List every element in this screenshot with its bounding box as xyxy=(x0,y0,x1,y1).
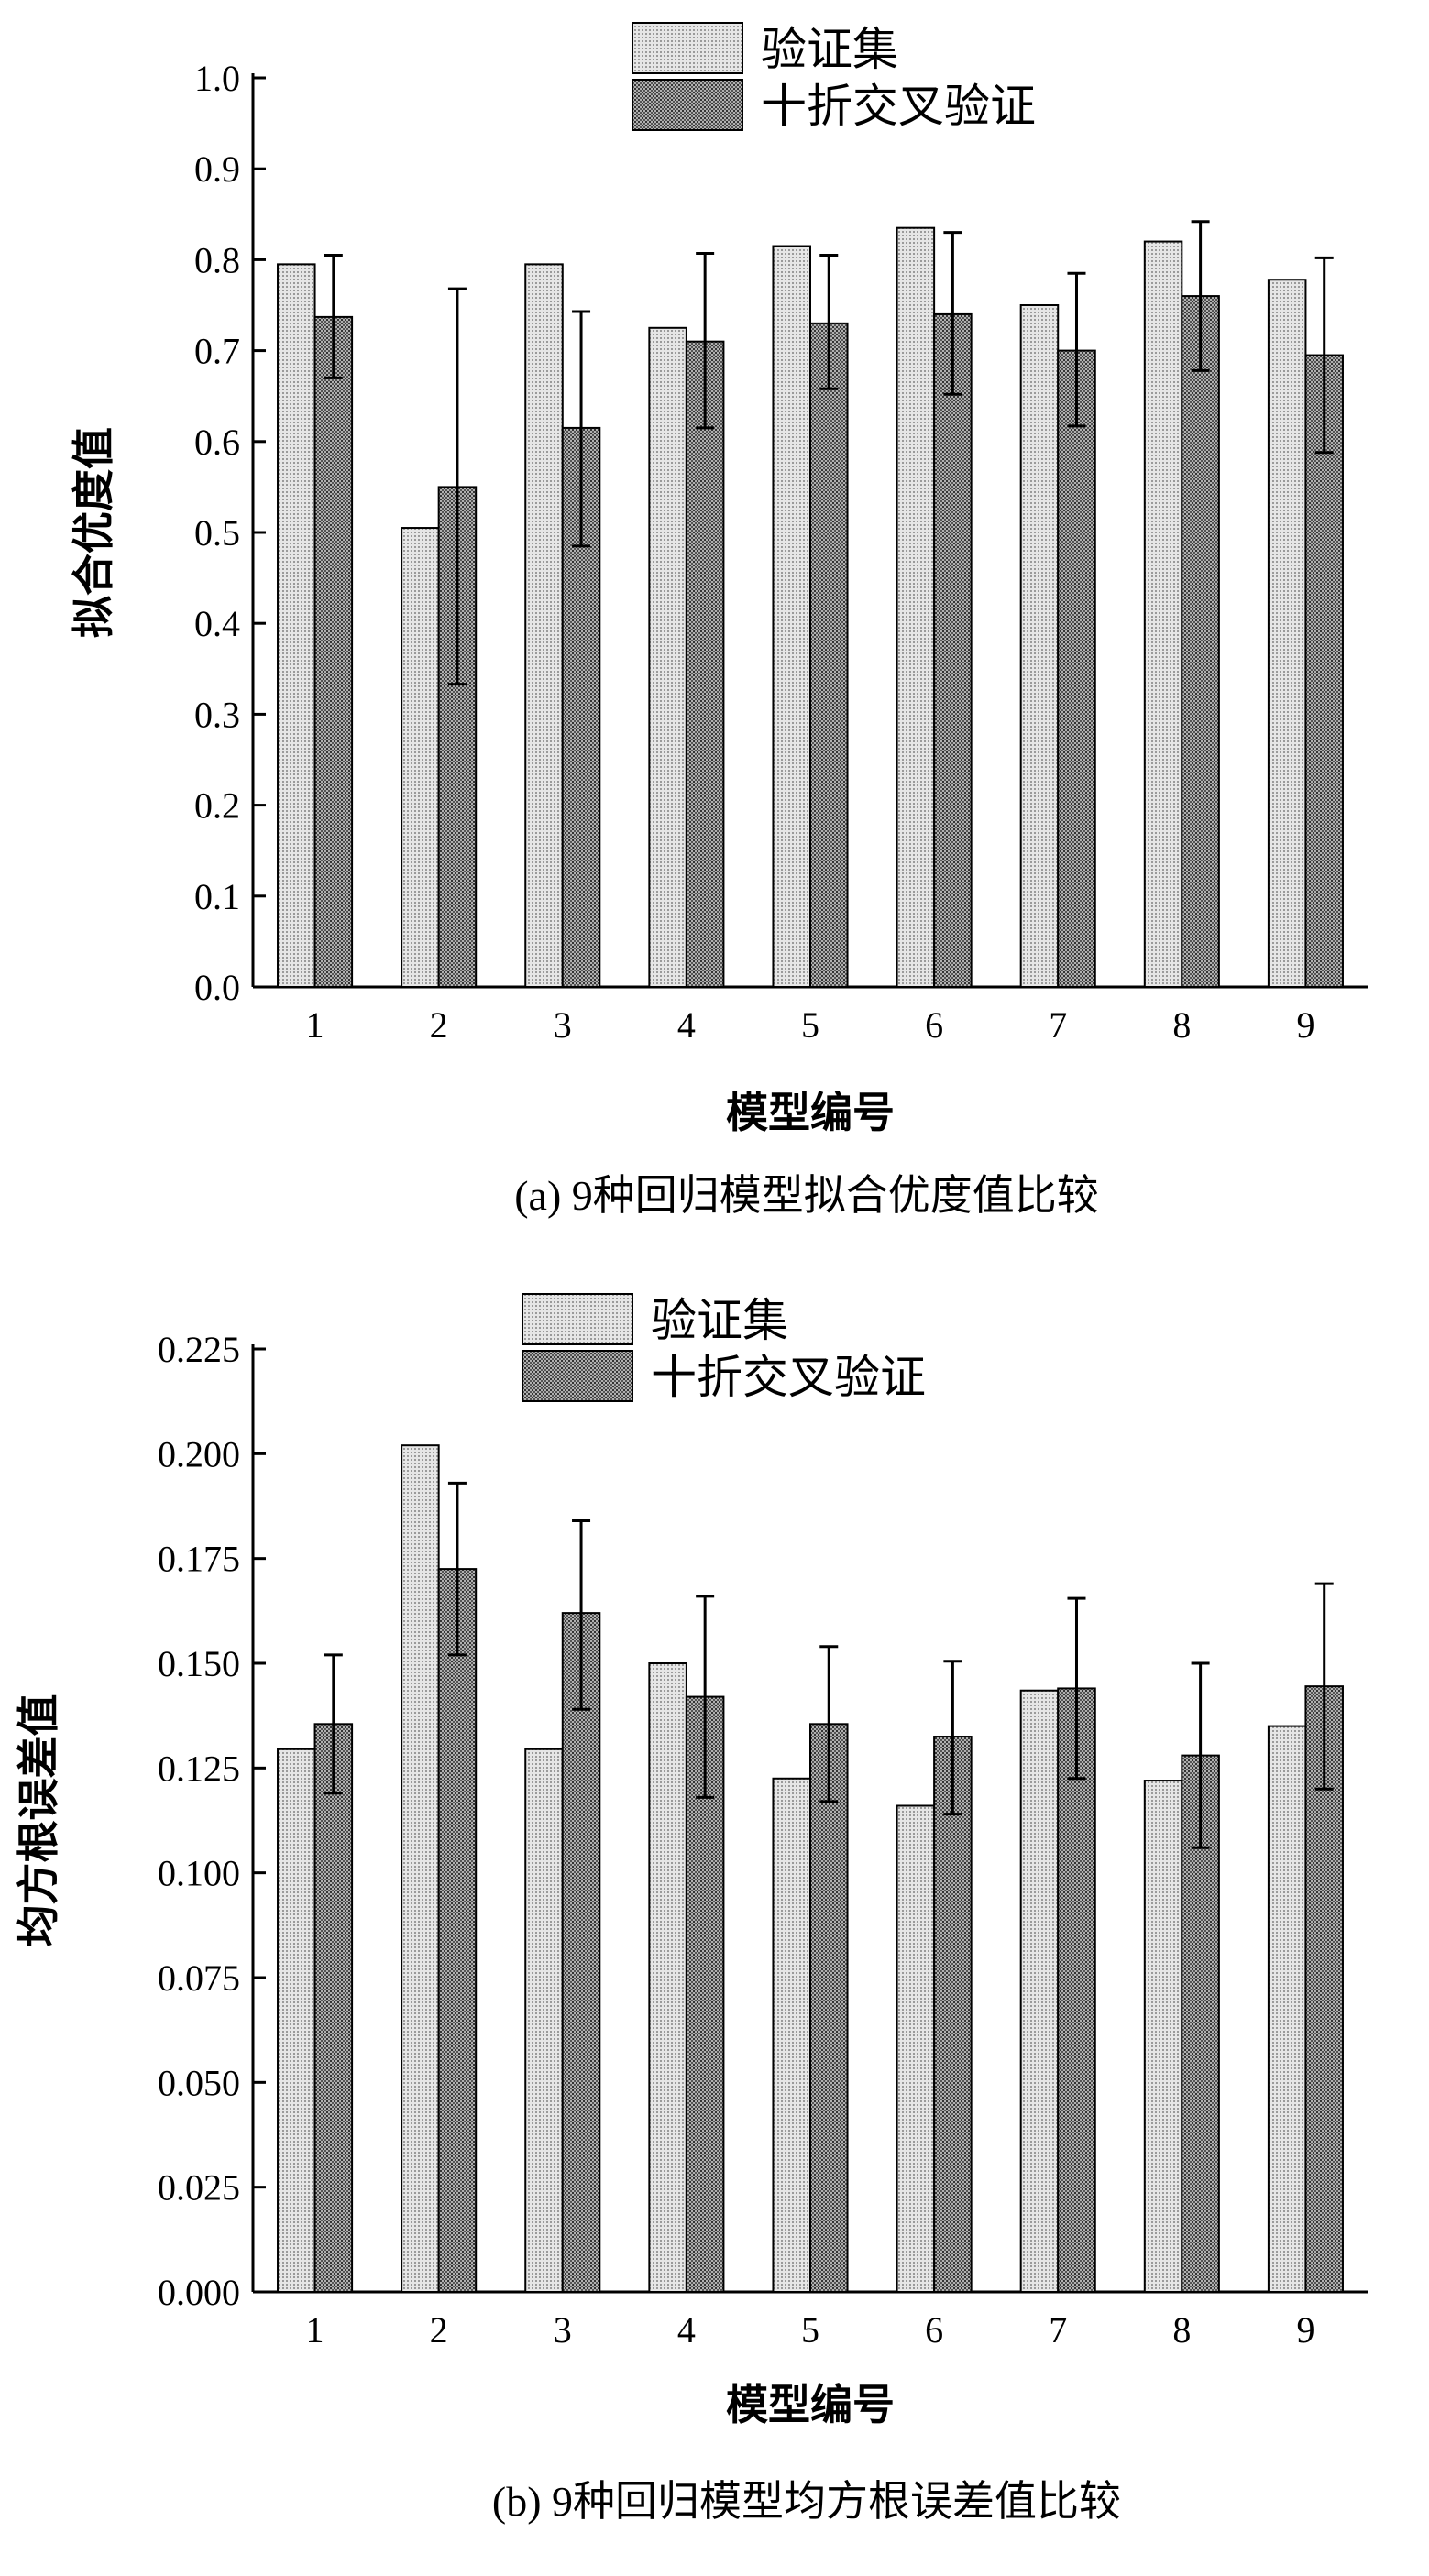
y-tick-label: 0.225 xyxy=(158,1329,240,1370)
bar-validation xyxy=(896,1804,936,2293)
figure-caption: (a) 9种回归模型拟合优度值比较 xyxy=(514,1172,1099,1219)
y-tick-label: 0.025 xyxy=(158,2167,240,2209)
bar-validation xyxy=(524,1748,564,2293)
bar-cv xyxy=(933,1736,973,2293)
bar-validation xyxy=(772,1777,812,2294)
legend-swatch xyxy=(632,22,743,74)
y-tick-label: 0.0 xyxy=(194,967,240,1008)
bar-validation xyxy=(1267,279,1307,988)
x-tick-label: 3 xyxy=(554,2309,572,2351)
x-tick-label: 9 xyxy=(1296,2309,1314,2351)
x-tick-label: 1 xyxy=(306,1004,324,1046)
y-tick-label: 0.2 xyxy=(194,785,240,827)
bar-cv xyxy=(437,486,478,988)
y-tick-label: 0.050 xyxy=(158,2062,240,2103)
bar-validation xyxy=(1143,1780,1183,2293)
legend-label: 十折交叉验证 xyxy=(761,80,1036,133)
bar-cv xyxy=(1181,295,1220,988)
y-tick-label: 1.0 xyxy=(194,58,240,99)
y-tick-label: 0.150 xyxy=(158,1643,240,1684)
legend-swatch xyxy=(632,79,743,131)
x-axis-label: 模型编号 xyxy=(726,2380,895,2429)
x-tick-label: 9 xyxy=(1296,1004,1314,1046)
y-tick-label: 0.8 xyxy=(194,239,240,280)
bar-validation xyxy=(1019,1689,1060,2293)
legend-swatch xyxy=(522,1350,633,1402)
y-tick-label: 0.000 xyxy=(158,2272,240,2313)
y-tick-label: 0.7 xyxy=(194,331,240,372)
bar-validation xyxy=(277,1748,316,2293)
bar-cv xyxy=(313,1723,354,2293)
y-tick-label: 0.125 xyxy=(158,1748,240,1789)
x-tick-label: 5 xyxy=(801,1004,819,1046)
bar-cv xyxy=(437,1568,478,2293)
y-axis-label: 均方根误差值 xyxy=(14,1694,63,1947)
bar-validation xyxy=(1143,240,1183,988)
x-tick-label: 4 xyxy=(677,1004,696,1046)
legend-label: 验证集 xyxy=(761,23,898,76)
y-tick-label: 0.1 xyxy=(194,876,240,917)
x-tick-label: 4 xyxy=(677,2309,696,2351)
y-tick-label: 0.100 xyxy=(158,1853,240,1894)
x-tick-label: 3 xyxy=(554,1004,572,1046)
y-tick-label: 0.200 xyxy=(158,1433,240,1474)
bar-cv xyxy=(1057,349,1096,989)
bar-cv xyxy=(809,1723,849,2293)
bar-validation xyxy=(524,263,564,988)
chart-b: 0.000 0.025 0.050 0.075 0.100 0.125 0.150 0.175… xyxy=(14,1293,1368,2525)
x-tick-label: 2 xyxy=(430,1004,448,1046)
bar-validation xyxy=(648,1662,687,2293)
y-tick-label: 0.4 xyxy=(194,603,240,644)
x-axis-label: 模型编号 xyxy=(726,1088,895,1137)
x-tick-label: 2 xyxy=(430,2309,448,2351)
x-tick-label: 6 xyxy=(925,2309,943,2351)
chart-a: 0.0 0.1 0.2 0.3 0.4 0.5 0.6 0.7 0.8 0.9 1.0 1 2 3 4 5 6 7… xyxy=(69,22,1368,1219)
bar-cv xyxy=(685,340,725,988)
y-tick-label: 0.3 xyxy=(194,694,240,735)
bar-validation xyxy=(896,226,936,988)
bar-validation xyxy=(401,1444,440,2293)
bar-cv xyxy=(1057,1687,1096,2293)
y-tick-label: 0.5 xyxy=(194,512,240,554)
y-tick-label: 0.075 xyxy=(158,1957,240,1999)
y-tick-label: 0.175 xyxy=(158,1539,240,1580)
legend-label: 十折交叉验证 xyxy=(651,1351,926,1404)
bar-cv xyxy=(561,1612,601,2293)
bar-validation xyxy=(401,527,440,988)
y-tick-label: 0.6 xyxy=(194,422,240,463)
x-tick-label: 7 xyxy=(1049,2309,1067,2351)
bar-cv xyxy=(809,322,849,988)
legend-swatch xyxy=(522,1293,633,1345)
bar-validation xyxy=(648,326,687,988)
x-tick-label: 8 xyxy=(1172,2309,1191,2351)
bar-cv xyxy=(313,315,354,988)
x-tick-label: 8 xyxy=(1172,1004,1191,1046)
y-axis-label: 拟合优度值 xyxy=(69,427,118,638)
legend-label: 验证集 xyxy=(651,1294,788,1347)
bar-validation xyxy=(772,245,812,988)
x-tick-label: 6 xyxy=(925,1004,943,1046)
bar-cv xyxy=(933,312,973,989)
x-tick-label: 7 xyxy=(1049,1004,1067,1046)
y-tick-label: 0.9 xyxy=(194,148,240,190)
bar-validation xyxy=(277,263,316,988)
bar-validation xyxy=(1019,304,1060,988)
x-tick-label: 5 xyxy=(801,2309,819,2351)
figure-caption: (b) 9种回归模型均方根误差值比较 xyxy=(492,2478,1121,2525)
x-tick-label: 1 xyxy=(306,2309,324,2351)
bar-validation xyxy=(1267,1725,1307,2293)
